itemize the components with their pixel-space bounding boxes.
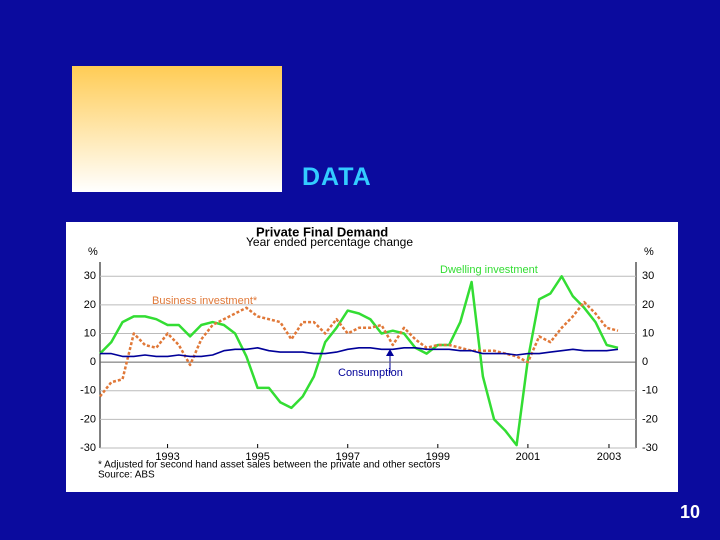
y-tick-label-right: 10 bbox=[642, 327, 654, 339]
series-label: Dwelling investment bbox=[440, 264, 538, 276]
chart: Private Final Demand Year ended percenta… bbox=[66, 222, 678, 492]
heading: DATA bbox=[302, 163, 372, 191]
y-tick-label-right: 0 bbox=[642, 356, 648, 368]
y-tick-label: 10 bbox=[84, 327, 96, 339]
y-tick-label: -20 bbox=[80, 413, 96, 425]
x-tick-label: 1993 bbox=[155, 451, 179, 463]
source: Source: ABS bbox=[98, 470, 155, 481]
series-label: Consumption bbox=[338, 367, 403, 379]
y-tick-label-right: -20 bbox=[642, 413, 658, 425]
y-tick-label-right: 30 bbox=[642, 270, 654, 282]
y-tick-label-right: 20 bbox=[642, 299, 654, 311]
chart-title: Private Final Demand bbox=[256, 224, 388, 239]
chart-subtitle: Year ended percentage change bbox=[246, 235, 413, 249]
gradient-box bbox=[72, 66, 282, 192]
y-axis-label-right: % bbox=[644, 246, 654, 258]
x-tick-label: 2001 bbox=[516, 451, 540, 463]
line-series bbox=[99, 300, 619, 398]
page-number: 10 bbox=[680, 502, 701, 522]
arrow-head bbox=[386, 349, 394, 356]
x-tick-label: 1999 bbox=[426, 451, 450, 463]
y-tick-label: 20 bbox=[84, 299, 96, 311]
y-axis-label: % bbox=[88, 246, 98, 258]
y-tick-label: -30 bbox=[80, 442, 96, 454]
x-tick-label: 2003 bbox=[597, 451, 621, 463]
line-series bbox=[100, 347, 619, 358]
y-tick-label: 30 bbox=[84, 270, 96, 282]
line-series bbox=[99, 275, 619, 447]
y-tick-label-right: -30 bbox=[642, 442, 658, 454]
x-tick-label: 1995 bbox=[245, 451, 269, 463]
x-tick-label: 1997 bbox=[335, 451, 359, 463]
series-label: Business investment* bbox=[152, 295, 258, 307]
y-tick-label-right: -10 bbox=[642, 385, 658, 397]
footnote: * Adjusted for second hand asset sales b… bbox=[98, 460, 440, 471]
y-tick-label: 0 bbox=[90, 356, 96, 368]
y-tick-label: -10 bbox=[80, 385, 96, 397]
